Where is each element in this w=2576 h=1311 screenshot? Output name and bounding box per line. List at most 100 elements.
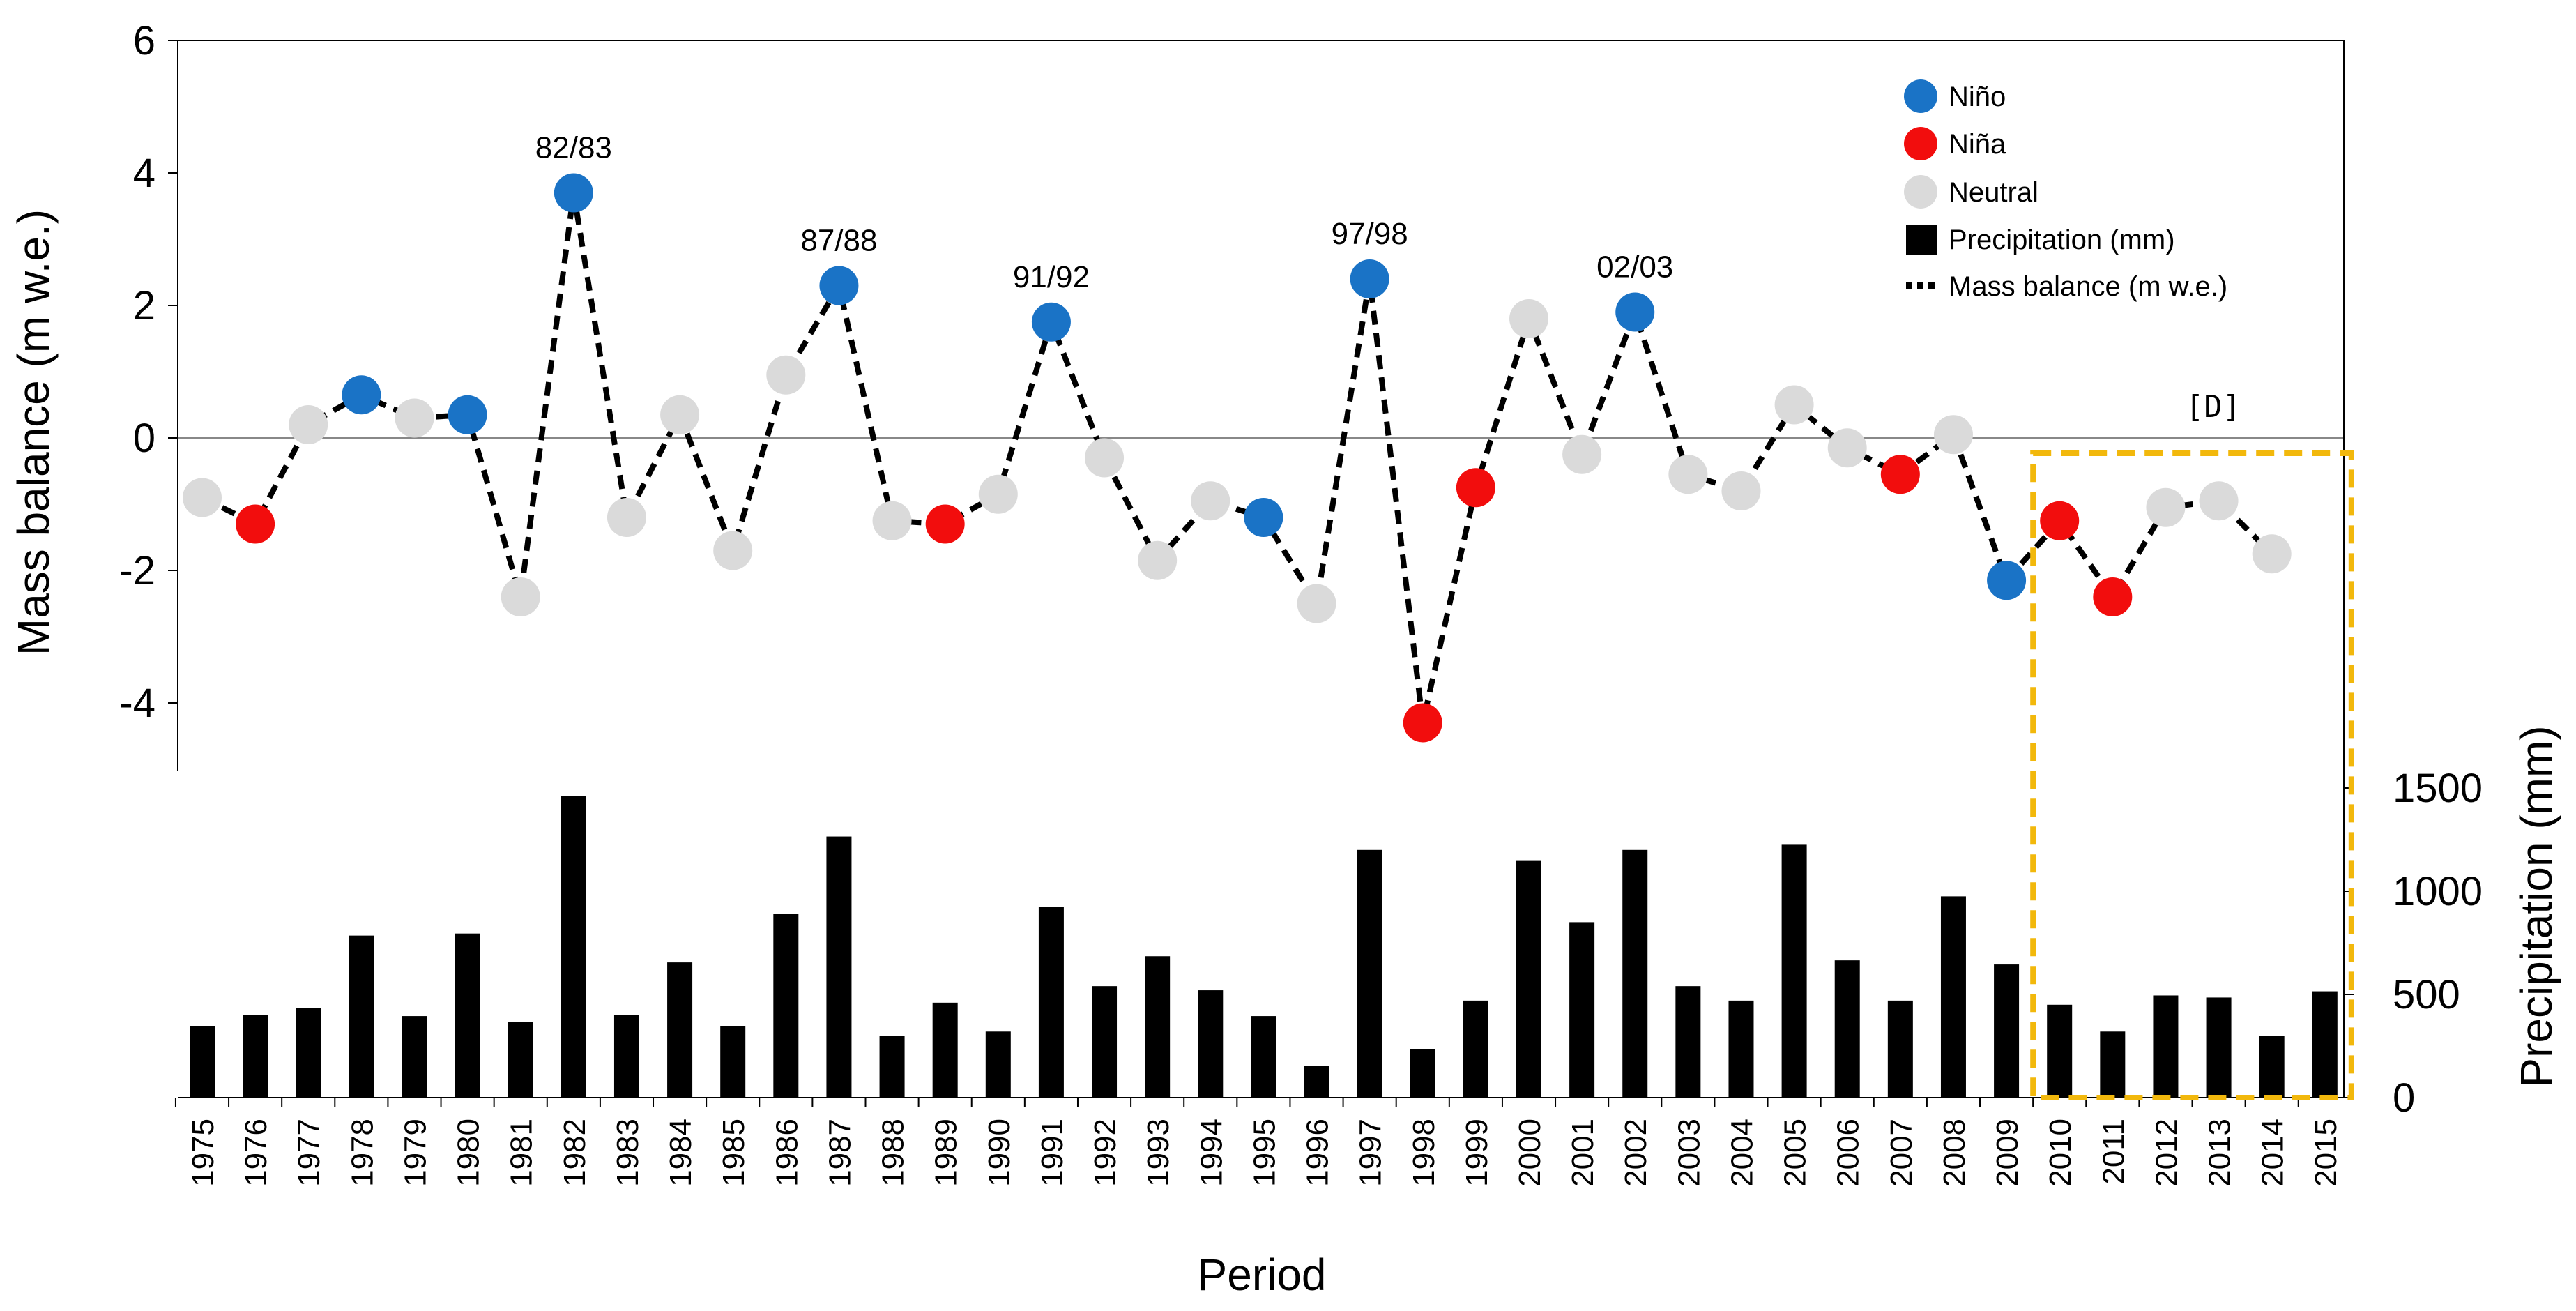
x-tick-label: 1996 <box>1301 1119 1335 1187</box>
x-tick-label: 1982 <box>558 1119 592 1187</box>
mass-balance-point <box>978 474 1018 514</box>
mass-balance-point <box>1721 471 1761 510</box>
precipitation-bar <box>1516 860 1541 1098</box>
precipitation-bar <box>190 1026 215 1098</box>
precipitation-bar <box>1304 1066 1329 1098</box>
mass-balance-point <box>1297 584 1336 623</box>
mass-balance-point <box>1456 468 1495 508</box>
precipitation-bar <box>1887 1000 1913 1098</box>
left-tick-label: -2 <box>119 548 155 593</box>
x-tick-label: 1997 <box>1354 1119 1388 1187</box>
precipitation-bar <box>2047 1004 2073 1098</box>
precipitation-bar <box>1781 844 1807 1098</box>
x-tick-label: 2007 <box>1884 1119 1919 1187</box>
mass-balance-point <box>289 405 328 444</box>
x-tick-label: 1998 <box>1407 1119 1441 1187</box>
right-tick-label: 500 <box>2393 972 2460 1017</box>
precipitation-bar <box>1728 1000 1754 1098</box>
right-axis-title: Precipitation (mm) <box>2511 725 2561 1087</box>
precipitation-bar <box>455 933 480 1098</box>
x-tick-label: 1977 <box>292 1119 326 1187</box>
right-tick-label: 0 <box>2393 1075 2415 1121</box>
mass-balance-point <box>501 577 540 616</box>
x-tick-label: 2011 <box>2096 1119 2131 1185</box>
x-tick-label: 1979 <box>398 1119 432 1187</box>
precipitation-bar <box>2206 997 2232 1098</box>
precipitation-bar <box>773 914 799 1098</box>
mass-balance-point <box>1615 292 1655 332</box>
left-tick-label: 2 <box>133 283 155 328</box>
x-tick-label: 1999 <box>1460 1119 1494 1187</box>
x-tick-label: 1985 <box>717 1119 751 1187</box>
mass-balance-point <box>819 266 859 305</box>
x-tick-label: 1989 <box>929 1119 963 1187</box>
mass-balance-point <box>1827 428 1867 468</box>
precipitation-bar <box>296 1008 321 1098</box>
mass-balance-point <box>1191 481 1230 521</box>
x-tick-label: 2008 <box>1937 1119 1972 1187</box>
mass-balance-point <box>2252 534 2292 574</box>
event-label: 97/98 <box>1332 217 1408 251</box>
mass-balance-point <box>872 501 912 540</box>
x-tick-label: 1975 <box>186 1119 220 1187</box>
highlight-box <box>2030 450 2354 1100</box>
mass-balance-point <box>1138 540 1178 580</box>
mass-balance-points <box>183 173 2292 743</box>
right-tick-label: 1000 <box>2393 869 2483 914</box>
precipitation-bar <box>1622 849 1648 1098</box>
legend-marker-precipitation <box>1906 225 1937 255</box>
mass-balance-point <box>1880 455 1920 494</box>
precipitation-bar <box>1940 896 1966 1098</box>
precipitation-bar <box>508 1022 533 1098</box>
x-tick-label: 1981 <box>505 1119 539 1187</box>
precipitation-bar <box>561 796 586 1098</box>
mass-balance-point <box>1031 302 1071 342</box>
precipitation-bar <box>2259 1036 2285 1098</box>
precipitation-bar <box>2153 995 2179 1098</box>
legend-marker-nino <box>1904 79 1937 113</box>
x-tick-label: 2001 <box>1566 1119 1600 1187</box>
legend-label-precipitation: Precipitation (mm) <box>1949 225 2175 255</box>
legend-label-nina: Niña <box>1949 129 2006 160</box>
precipitation-bar <box>1145 956 1171 1098</box>
x-tick-label: 1994 <box>1194 1119 1228 1187</box>
mass-balance-point <box>1933 415 1973 455</box>
mass-balance-point <box>1509 299 1548 338</box>
precipitation-bar <box>2100 1031 2126 1098</box>
x-tick-label: 1987 <box>823 1119 857 1187</box>
legend-marker-neutral <box>1904 175 1937 209</box>
x-tick-label: 2014 <box>2256 1119 2290 1187</box>
x-tick-label: 2012 <box>2149 1119 2183 1187</box>
mass-balance-point <box>660 395 700 434</box>
mass-balance-point <box>236 504 275 544</box>
x-tick-label: 2015 <box>2309 1119 2343 1187</box>
mass-balance-point <box>1350 259 1389 298</box>
x-tick-label: 1978 <box>345 1119 379 1187</box>
x-tick-label: 2000 <box>1513 1119 1547 1187</box>
x-tick-label: 2006 <box>1831 1119 1866 1187</box>
left-tick-label: 0 <box>133 416 155 461</box>
precipitation-bar <box>1092 986 1118 1098</box>
mass-balance-line-layer <box>201 192 2274 724</box>
precipitation-bar <box>402 1016 427 1098</box>
mass-balance-point <box>554 173 593 213</box>
highlight-box-label: [D] <box>2186 389 2241 425</box>
event-label: 91/92 <box>1013 260 1090 294</box>
x-tick-label: 1984 <box>664 1119 698 1187</box>
mass-balance-point <box>2093 577 2133 616</box>
mass-balance-point <box>342 375 381 415</box>
x-tick-label: 1976 <box>239 1119 273 1187</box>
mass-balance-point <box>766 355 806 395</box>
precipitation-bar <box>932 1002 958 1098</box>
left-tick-label: -4 <box>119 681 155 726</box>
precipitation-bar <box>1569 922 1595 1098</box>
legend: Niño Niña Neutral Precipitation (mm) Mas… <box>1904 79 2227 302</box>
left-tick-label: 4 <box>133 151 155 196</box>
precipitation-bar <box>1994 964 2020 1098</box>
precipitation-bar <box>667 962 693 1098</box>
precipitation-bar <box>1410 1049 1435 1098</box>
precipitation-bar <box>985 1031 1011 1098</box>
x-tick-label: 1990 <box>982 1119 1016 1187</box>
mass-balance-point <box>1668 455 1708 494</box>
